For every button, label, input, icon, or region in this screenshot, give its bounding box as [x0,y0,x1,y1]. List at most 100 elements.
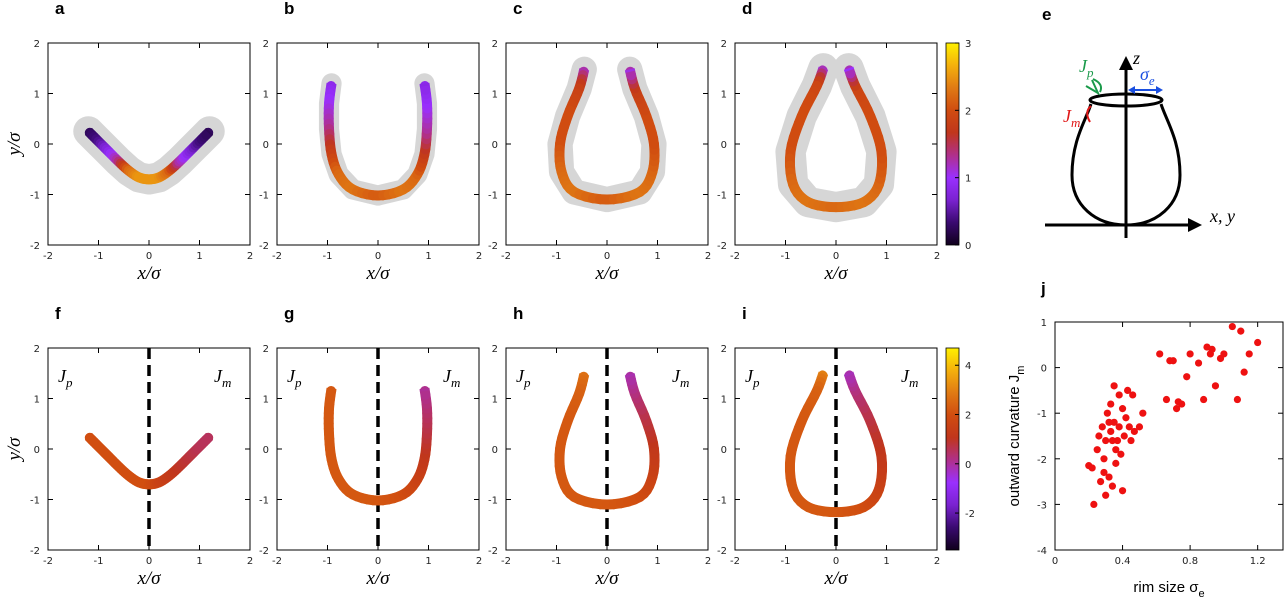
scatter-point [1220,350,1228,358]
x-tick-label: -1 [552,251,562,262]
scatter-point [1117,450,1125,458]
x-tick-label: 1 [196,251,202,262]
x-tick-label: 0 [1052,556,1058,567]
scatter-point [1174,398,1182,406]
y-tick-label: 1 [263,90,269,101]
text-main: J [672,366,681,386]
y-tick-label: 2 [492,344,498,355]
y-axis-label: outward curvature Jm [1006,366,1027,507]
jp-label: Jp [516,366,531,390]
y-tick-label: 2 [34,39,40,50]
x-tick-label: 1.2 [1250,556,1266,567]
y-tick-label: -2 [1037,455,1047,466]
y-tick-label: -2 [259,546,269,557]
y-tick-label: -2 [30,241,40,252]
scatter-point [1105,473,1113,481]
jp-arrow [1092,78,1103,93]
scatter-point [1105,418,1113,426]
x-axis-label: x/σ [823,568,848,589]
curve-segment [625,371,637,386]
text-main: J [287,366,296,386]
scatter-point [1211,382,1220,390]
y-tick-label: -1 [717,191,727,202]
jm-label: Jm [672,366,689,390]
x-tick-label: 2 [247,251,253,262]
x-tick-label: -1 [323,251,333,262]
x-tick-label: 2 [247,556,253,567]
scatter-point [1118,487,1127,495]
y-tick-label: 2 [34,344,40,355]
colorbar-tick-label: 3 [965,39,971,50]
curve-segment [204,432,214,442]
y-tick-label: -2 [717,241,727,252]
scatter-point [1127,436,1135,445]
y-tick-label: 2 [263,39,269,50]
panel-label: c [513,0,522,18]
text-main: J [516,366,525,386]
x-tick-label: 0 [604,251,610,262]
curve-segment [624,373,636,378]
colorbar-tick-label: 0 [965,460,971,471]
y-tick-label: 0 [263,445,269,456]
text-sub: m [909,375,918,390]
x-tick-label: 0.4 [1115,556,1131,567]
panel-label: g [284,304,294,323]
y-tick-label: -1 [259,496,269,507]
x-tick-label: 2 [705,251,711,262]
text-sub: m [222,375,231,390]
scatter-point [1115,391,1123,399]
y-tick-label: 0 [492,140,498,151]
scatter-spread [775,53,897,223]
scatter-point [1186,350,1194,358]
scatter-point [1102,491,1110,499]
scatter-point [1245,350,1253,358]
scatter-point [1093,446,1101,454]
scatter-point [1103,409,1111,417]
x-tick-label: 0 [604,556,610,567]
x-tick-label: 0 [375,556,381,567]
panel-label: e [1042,5,1051,24]
panel-label: j [1040,279,1046,298]
y-axis-label: y/σ [4,132,25,158]
scatter-point [1100,455,1108,463]
x-axis-label: x/σ [365,263,390,284]
x-tick-label: 2 [934,251,940,262]
x-tick-label: 1 [883,556,889,567]
jm-arrow [1086,105,1092,123]
plot-frame [734,42,938,246]
curve-segment [843,66,855,73]
x-tick-label: 1 [196,556,202,567]
x-axis-label: x/σ [594,263,619,284]
y-tick-label: -1 [488,191,498,202]
y-tick-label: -1 [488,496,498,507]
x-tick-label: 1 [425,556,431,567]
y-tick-label: -2 [488,546,498,557]
x-tick-label: 0 [146,251,152,262]
scatter-point [1183,373,1191,381]
y-tick-label: 0 [492,445,498,456]
colorbar [945,42,960,246]
x-tick-label: 2 [705,556,711,567]
text-sub: p [294,375,302,390]
text-main: J [58,366,67,386]
x-tick-label: -2 [43,556,53,567]
scatter-point [1112,459,1120,467]
y-tick-label: 1 [721,395,727,406]
plot-frame [276,42,480,246]
x-tick-label: -1 [94,251,104,262]
jm-label: Jm [901,366,918,390]
y-tick-label: -2 [30,546,40,557]
x-axis-label: x/σ [594,568,619,589]
y-tick-label: -1 [259,191,269,202]
x-axis-label: x/σ [136,263,161,284]
plot-frame [47,42,251,246]
scatter-point [1095,432,1103,440]
scatter-point [1110,382,1118,390]
jm-label: Jm [1063,106,1080,130]
x-tick-label: 0 [833,251,839,262]
x-tick-label: 2 [476,556,482,567]
curve-segment [419,386,431,400]
scatter-point [1125,423,1133,431]
x-tick-label: 2 [476,251,482,262]
scatter-point [1088,464,1096,472]
